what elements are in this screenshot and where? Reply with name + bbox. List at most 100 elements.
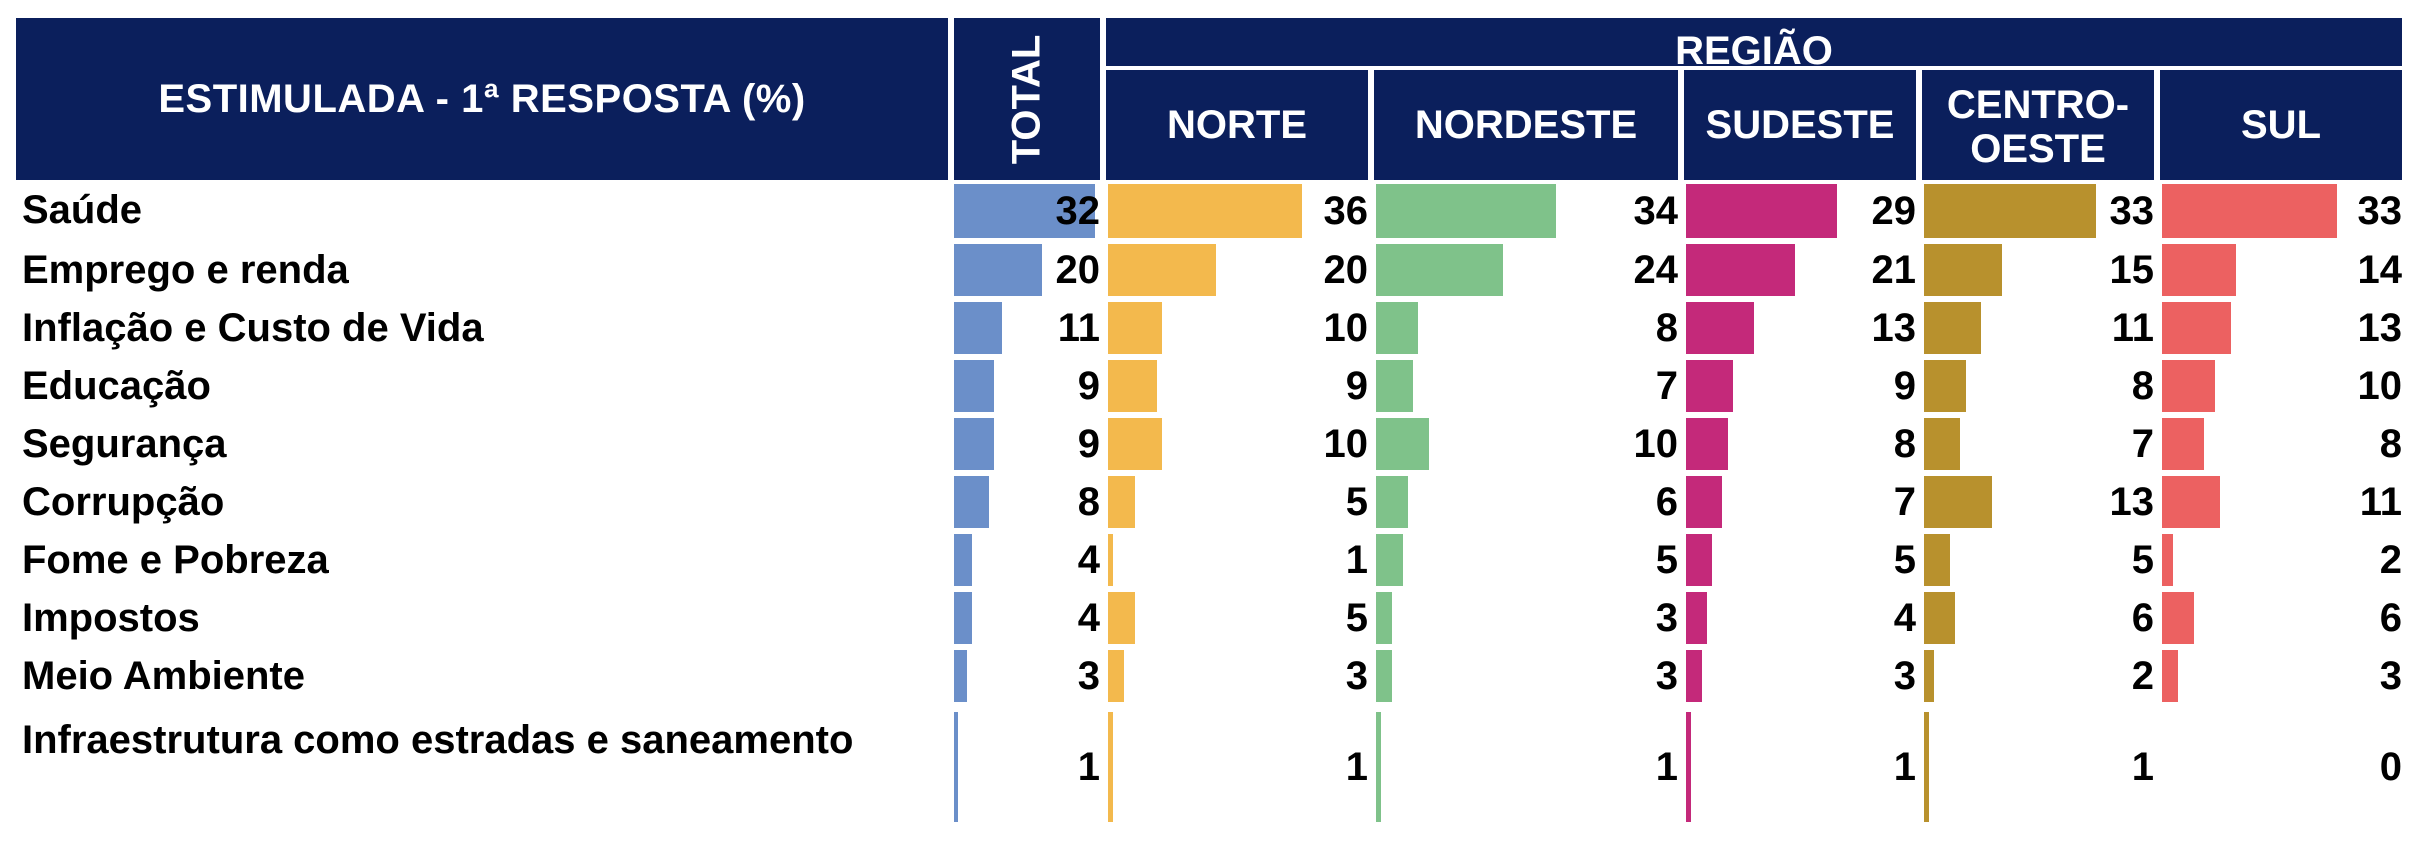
bar-sudeste — [1686, 302, 1754, 354]
value-label-sudeste: 3 — [1893, 654, 1916, 698]
bar-sul — [2162, 650, 2178, 702]
bar-total — [954, 592, 972, 644]
bar-sudeste — [1686, 592, 1707, 644]
bar-norte — [1108, 244, 1216, 296]
bar-total — [954, 712, 959, 822]
bar-sul — [2162, 360, 2215, 412]
value-label-sul: 2 — [2379, 538, 2402, 582]
bar-centro_oeste — [1924, 650, 1935, 702]
row-label: Meio Ambiente — [22, 654, 305, 698]
value-label-nordeste: 3 — [1655, 654, 1678, 698]
bar-norte — [1108, 534, 1114, 586]
row-label: Infraestrutura como estradas e saneament… — [22, 718, 854, 762]
value-label-norte: 36 — [1323, 189, 1369, 233]
bar-total — [954, 302, 1003, 354]
row-label: Impostos — [22, 596, 200, 640]
value-label-total: 3 — [1077, 654, 1100, 698]
bar-centro_oeste — [1924, 476, 1992, 528]
bar-total — [954, 476, 990, 528]
value-label-sudeste: 21 — [1871, 248, 1917, 292]
bar-norte — [1108, 418, 1162, 470]
value-label-centro_oeste: 8 — [2131, 364, 2154, 408]
value-label-nordeste: 24 — [1633, 248, 1679, 292]
value-label-sudeste: 7 — [1893, 480, 1916, 524]
bar-sudeste — [1686, 650, 1702, 702]
bar-nordeste — [1376, 534, 1403, 586]
row-label: Emprego e renda — [22, 248, 349, 292]
bar-centro_oeste — [1924, 712, 1930, 822]
bar-nordeste — [1376, 592, 1392, 644]
bar-norte — [1108, 360, 1157, 412]
bar-total — [954, 534, 972, 586]
bar-centro_oeste — [1924, 360, 1966, 412]
table-title: ESTIMULADA - 1ª RESPOSTA (%) — [16, 18, 948, 180]
value-label-sul: 14 — [2357, 248, 2403, 292]
value-label-total: 8 — [1077, 480, 1100, 524]
value-label-sul: 10 — [2357, 364, 2403, 408]
bar-sudeste — [1686, 476, 1723, 528]
value-label-nordeste: 1 — [1655, 745, 1678, 789]
column-header-sul: SUL — [2160, 70, 2402, 180]
bar-nordeste — [1376, 244, 1504, 296]
column-header-centro-oeste: CENTRO-OESTE — [1922, 70, 2154, 180]
value-label-nordeste: 6 — [1655, 480, 1678, 524]
bar-sul — [2162, 302, 2231, 354]
bar-sudeste — [1686, 244, 1796, 296]
bar-sudeste — [1686, 184, 1837, 238]
bar-sul — [2162, 592, 2194, 644]
value-label-sudeste: 4 — [1893, 596, 1916, 640]
bar-centro_oeste — [1924, 244, 2002, 296]
value-label-norte: 9 — [1345, 364, 1368, 408]
value-label-sudeste: 29 — [1871, 189, 1917, 233]
value-label-nordeste: 5 — [1655, 538, 1678, 582]
value-label-centro_oeste: 33 — [2109, 189, 2155, 233]
bar-norte — [1108, 712, 1114, 822]
bar-sul — [2162, 244, 2237, 296]
value-label-nordeste: 34 — [1633, 189, 1679, 233]
value-label-norte: 10 — [1323, 306, 1369, 350]
column-header-norte: NORTE — [1106, 70, 1368, 180]
bar-centro_oeste — [1924, 592, 1956, 644]
bar-sul — [2162, 476, 2221, 528]
value-label-total: 11 — [1057, 306, 1100, 350]
bar-norte — [1108, 184, 1303, 238]
value-label-sul: 8 — [2379, 422, 2402, 466]
bar-nordeste — [1376, 184, 1557, 238]
value-label-sudeste: 9 — [1893, 364, 1916, 408]
value-label-total: 9 — [1077, 422, 1100, 466]
value-label-sul: 11 — [2359, 480, 2402, 524]
bar-nordeste — [1376, 360, 1414, 412]
value-label-nordeste: 7 — [1655, 364, 1678, 408]
bar-sudeste — [1686, 360, 1733, 412]
row-label: Saúde — [22, 188, 143, 232]
value-label-centro_oeste: 1 — [2131, 745, 2154, 789]
bar-norte — [1108, 650, 1125, 702]
value-label-centro_oeste: 5 — [2131, 538, 2154, 582]
bar-norte — [1108, 476, 1135, 528]
value-label-total: 20 — [1055, 248, 1101, 292]
value-label-nordeste: 3 — [1655, 596, 1678, 640]
bar-sudeste — [1686, 712, 1692, 822]
bar-total — [954, 418, 994, 470]
value-label-total: 4 — [1077, 596, 1100, 640]
value-label-nordeste: 10 — [1633, 422, 1679, 466]
value-label-norte: 1 — [1345, 745, 1368, 789]
value-label-sudeste: 5 — [1893, 538, 1916, 582]
value-label-sul: 0 — [2379, 745, 2402, 789]
row-label: Inflação e Custo de Vida — [22, 306, 484, 350]
bar-nordeste — [1376, 418, 1429, 470]
bar-sul — [2162, 534, 2173, 586]
value-label-norte: 10 — [1323, 422, 1369, 466]
value-label-nordeste: 8 — [1655, 306, 1678, 350]
bar-nordeste — [1376, 650, 1392, 702]
bar-total — [954, 244, 1042, 296]
row-label: Corrupção — [22, 480, 225, 524]
bar-centro_oeste — [1924, 302, 1982, 354]
bar-norte — [1108, 592, 1135, 644]
value-label-sudeste: 1 — [1893, 745, 1916, 789]
bar-sudeste — [1686, 418, 1728, 470]
value-label-norte: 20 — [1323, 248, 1369, 292]
value-label-norte: 3 — [1345, 654, 1368, 698]
value-label-sul: 3 — [2379, 654, 2402, 698]
value-label-centro_oeste: 11 — [2111, 306, 2154, 350]
